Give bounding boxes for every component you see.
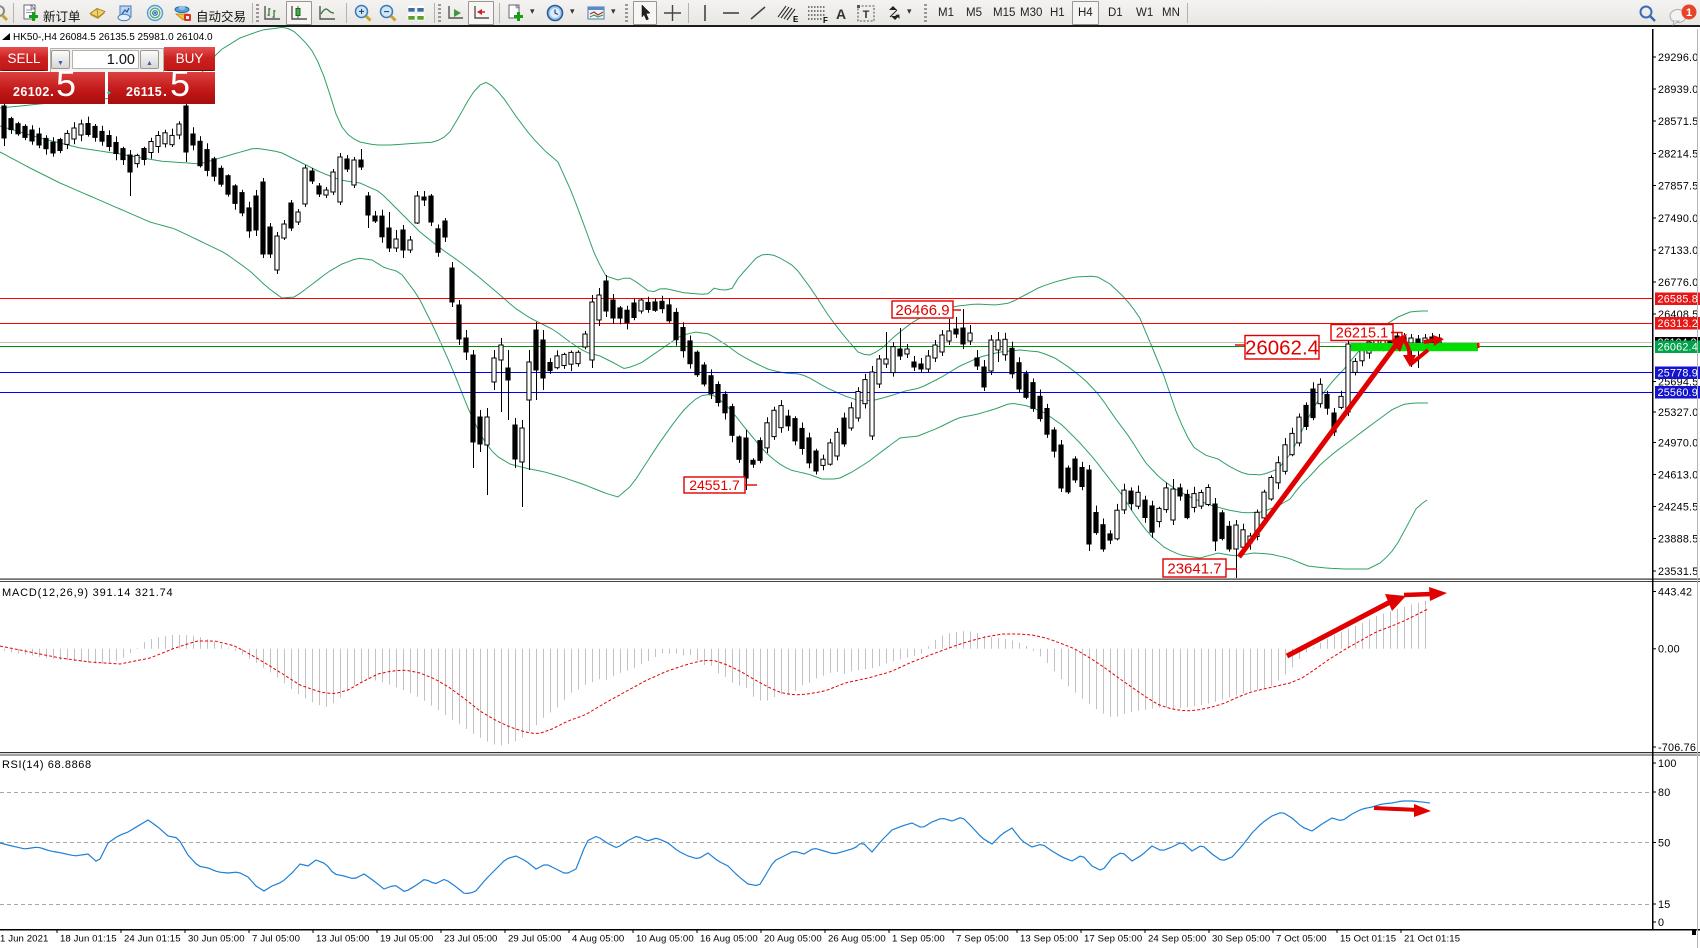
- svg-text:25694.5: 25694.5: [1658, 376, 1698, 388]
- svg-text:23641.7: 23641.7: [1167, 560, 1221, 577]
- svg-text:−: −: [384, 7, 390, 18]
- svg-text:24245.5: 24245.5: [1658, 501, 1698, 513]
- svg-text:30 Sep 05:00: 30 Sep 05:00: [1212, 934, 1270, 945]
- svg-text:25327.0: 25327.0: [1658, 407, 1698, 419]
- svg-text:24 Jun 01:15: 24 Jun 01:15: [124, 934, 181, 945]
- svg-text:1 Jun 2021: 1 Jun 2021: [0, 934, 48, 945]
- svg-text:-706.76: -706.76: [1658, 742, 1696, 754]
- svg-text:443.42: 443.42: [1658, 586, 1692, 598]
- svg-text:100: 100: [1658, 758, 1677, 770]
- svg-text:80: 80: [1658, 787, 1670, 799]
- svg-text:15 Oct 01:15: 15 Oct 01:15: [1340, 934, 1396, 945]
- svg-text:23 Jul 05:00: 23 Jul 05:00: [444, 934, 497, 945]
- svg-text:13 Sep 05:00: 13 Sep 05:00: [1020, 934, 1078, 945]
- svg-text:26215.1: 26215.1: [1336, 326, 1388, 342]
- svg-text:18 Jun 01:15: 18 Jun 01:15: [60, 934, 117, 945]
- svg-text:+: +: [359, 7, 365, 18]
- svg-text:25560.9: 25560.9: [1658, 387, 1698, 399]
- svg-text:23888.5: 23888.5: [1658, 533, 1698, 545]
- svg-text:30 Jun 05:00: 30 Jun 05:00: [188, 934, 245, 945]
- svg-text:28571.5: 28571.5: [1658, 116, 1698, 128]
- svg-text:24613.0: 24613.0: [1658, 469, 1698, 481]
- svg-text:0.00: 0.00: [1658, 644, 1680, 656]
- svg-text:28939.0: 28939.0: [1658, 84, 1698, 96]
- svg-text:23531.5: 23531.5: [1658, 566, 1698, 578]
- svg-text:26776.0: 26776.0: [1658, 277, 1698, 289]
- svg-text:F: F: [823, 16, 828, 23]
- svg-text:1: 1: [1686, 7, 1692, 19]
- svg-text:24 Sep 05:00: 24 Sep 05:00: [1148, 934, 1206, 945]
- svg-text:4 Aug 05:00: 4 Aug 05:00: [572, 934, 624, 945]
- svg-text:21 Oct 01:15: 21 Oct 01:15: [1404, 934, 1460, 945]
- svg-text:MACD(12,26,9) 391.14 321.74: MACD(12,26,9) 391.14 321.74: [2, 587, 173, 599]
- svg-text:16 Aug 05:00: 16 Aug 05:00: [700, 934, 758, 945]
- svg-text:1 Sep 05:00: 1 Sep 05:00: [892, 934, 945, 945]
- svg-text:26585.8: 26585.8: [1658, 293, 1698, 305]
- svg-text:13 Jul 05:00: 13 Jul 05:00: [316, 934, 369, 945]
- svg-text:26 Aug 05:00: 26 Aug 05:00: [828, 934, 886, 945]
- svg-text:20 Aug 05:00: 20 Aug 05:00: [764, 934, 822, 945]
- svg-text:27490.0: 27490.0: [1658, 213, 1698, 225]
- svg-text:26062.4: 26062.4: [1658, 341, 1698, 353]
- svg-text:25778.9: 25778.9: [1658, 367, 1698, 379]
- svg-text:7 Oct 05:00: 7 Oct 05:00: [1276, 934, 1327, 945]
- svg-text:E: E: [793, 15, 799, 23]
- svg-text:26313.2: 26313.2: [1658, 318, 1698, 330]
- svg-text:27857.5: 27857.5: [1658, 180, 1698, 192]
- svg-text:26062.4: 26062.4: [1245, 337, 1319, 360]
- svg-text:29 Jul 05:00: 29 Jul 05:00: [508, 934, 561, 945]
- svg-text:HK50-,H4 26084.5 26135.5 2598: HK50-,H4 26084.5 26135.5 25981.0 26104.0: [13, 32, 213, 43]
- svg-text:15: 15: [1658, 899, 1670, 911]
- svg-text:7 Jul 05:00: 7 Jul 05:00: [252, 934, 300, 945]
- svg-text:28214.5: 28214.5: [1658, 148, 1698, 160]
- svg-text:50: 50: [1658, 837, 1670, 849]
- svg-text:10 Aug 05:00: 10 Aug 05:00: [636, 934, 694, 945]
- svg-text:RSI(14) 68.8868: RSI(14) 68.8868: [2, 759, 92, 771]
- svg-text:26466.9: 26466.9: [895, 302, 949, 319]
- svg-text:29296.0: 29296.0: [1658, 52, 1698, 64]
- svg-text:T: T: [863, 9, 870, 21]
- svg-text:24551.7: 24551.7: [689, 477, 740, 493]
- svg-text:24970.0: 24970.0: [1658, 437, 1698, 449]
- svg-text:19 Jul 05:00: 19 Jul 05:00: [380, 934, 433, 945]
- svg-text:0: 0: [1658, 917, 1664, 929]
- svg-text:17 Sep 05:00: 17 Sep 05:00: [1084, 934, 1142, 945]
- svg-text:7 Sep 05:00: 7 Sep 05:00: [956, 934, 1009, 945]
- svg-text:27133.0: 27133.0: [1658, 245, 1698, 257]
